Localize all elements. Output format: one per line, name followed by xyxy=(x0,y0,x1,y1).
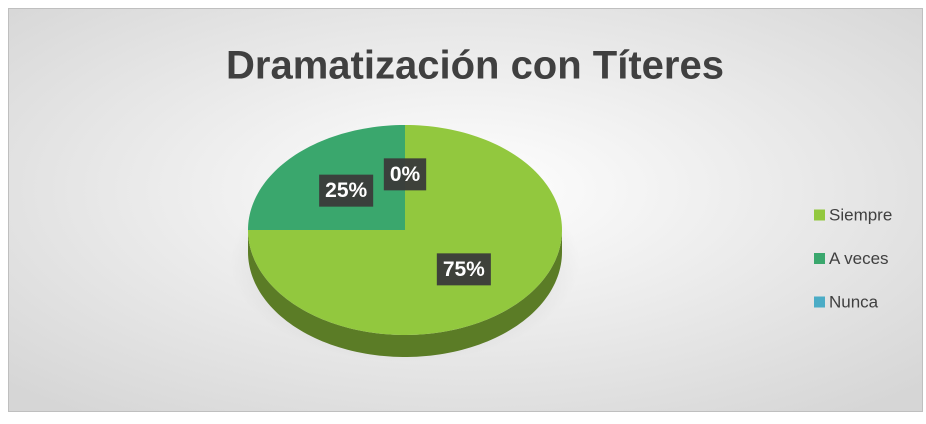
legend-label: Nunca xyxy=(829,292,879,311)
legend-swatch xyxy=(814,209,825,221)
data-label: 0% xyxy=(390,163,421,186)
legend-swatch xyxy=(814,253,825,264)
legend-label: Siempre xyxy=(829,205,892,224)
data-label: 25% xyxy=(325,179,367,202)
data-label-box xyxy=(436,253,491,286)
legend-swatch xyxy=(814,296,825,308)
chart-title: Dramatización con Títeres xyxy=(226,44,724,88)
pie-side xyxy=(248,230,562,357)
data-label: 75% xyxy=(443,258,485,281)
legend-label: A veces xyxy=(829,249,889,268)
data-label-box xyxy=(319,174,374,207)
data-label-box xyxy=(383,158,427,191)
